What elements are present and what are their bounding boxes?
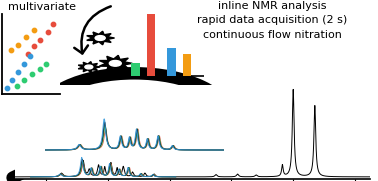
Point bbox=[25, 53, 31, 56]
Point bbox=[15, 70, 21, 73]
Point bbox=[37, 39, 43, 41]
Point bbox=[14, 85, 20, 88]
Point bbox=[50, 23, 56, 26]
Point bbox=[31, 45, 37, 48]
Bar bbox=[147, 14, 155, 77]
Point bbox=[45, 31, 51, 33]
Point bbox=[23, 35, 29, 38]
Point bbox=[43, 62, 49, 65]
Bar bbox=[167, 48, 176, 77]
Point bbox=[3, 86, 9, 89]
Bar bbox=[183, 54, 191, 77]
Circle shape bbox=[41, 75, 228, 164]
Bar bbox=[131, 63, 140, 77]
Point bbox=[29, 73, 36, 76]
Point bbox=[21, 78, 27, 81]
Text: inline NMR analysis
rapid data acquisition (2 s)
continuous flow nitration: inline NMR analysis rapid data acquisiti… bbox=[197, 1, 347, 40]
Polygon shape bbox=[99, 55, 132, 71]
Point bbox=[31, 29, 37, 32]
Text: multivariate
analysis: multivariate analysis bbox=[8, 2, 76, 24]
Circle shape bbox=[95, 36, 105, 40]
Point bbox=[15, 43, 21, 46]
Polygon shape bbox=[87, 31, 115, 45]
Point bbox=[37, 67, 43, 70]
Polygon shape bbox=[78, 62, 100, 72]
Circle shape bbox=[85, 65, 93, 69]
Point bbox=[8, 49, 14, 52]
Point bbox=[21, 62, 27, 65]
FancyArrowPatch shape bbox=[74, 6, 111, 53]
Point bbox=[27, 54, 33, 57]
Circle shape bbox=[109, 60, 121, 66]
Point bbox=[9, 78, 15, 81]
